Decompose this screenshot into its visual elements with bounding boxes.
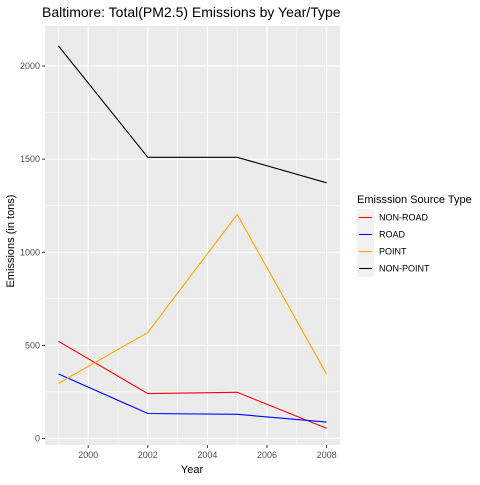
y-tick-label: 2000 — [20, 61, 40, 71]
y-tick-label: 500 — [25, 340, 40, 350]
legend-label-non-road: NON-ROAD — [379, 213, 428, 223]
legend-title: Emisssion Source Type — [357, 194, 472, 206]
panel-background — [45, 26, 340, 445]
x-tick-label: 2008 — [317, 450, 337, 460]
plot-area: 2000 2002 2004 2006 2008 0 500 1000 1500 2000 — [20, 26, 340, 460]
chart-title: Baltimore: Total(PM2.5) Emissions by Yea… — [42, 4, 341, 20]
x-tick-label: 2006 — [257, 450, 277, 460]
y-tick-label: 0 — [35, 433, 40, 443]
y-tick-label: 1000 — [20, 247, 40, 257]
x-tick-label: 2000 — [78, 450, 98, 460]
x-tick-label: 2002 — [138, 450, 158, 460]
y-axis-title: Emissions (in tons) — [5, 195, 17, 288]
legend-label-road: ROAD — [379, 230, 406, 240]
y-tick-label: 1500 — [20, 154, 40, 164]
legend-label-non-point: NON-POINT — [379, 264, 430, 274]
legend-label-point: POINT — [379, 247, 407, 257]
x-axis-title: Year — [181, 464, 204, 476]
x-tick-label: 2004 — [197, 450, 217, 460]
